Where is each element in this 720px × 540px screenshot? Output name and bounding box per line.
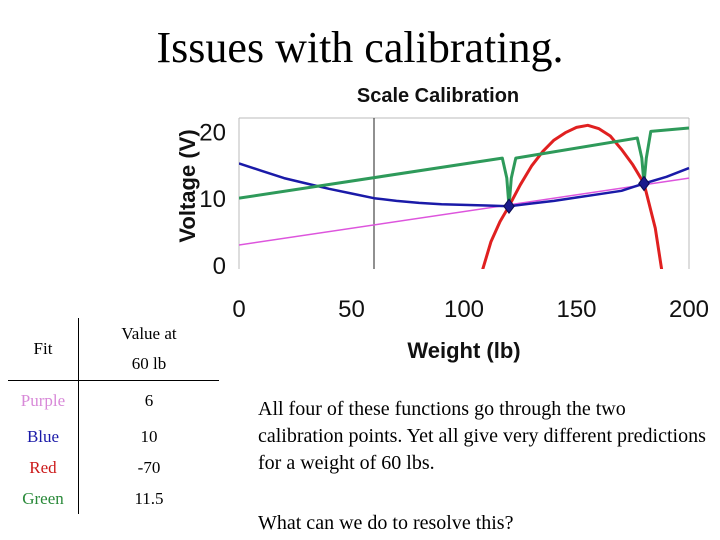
fit-value: -70 — [137, 457, 161, 477]
fit-name: Green — [8, 483, 79, 514]
series-blue-line — [239, 162, 690, 208]
scale-calibration-chart: Scale Calibration 0 10 20 0 50 100 150 200 Vol… — [175, 85, 709, 363]
x-tick-label: 150 — [556, 296, 596, 323]
header-value-line2: 60 lb — [131, 354, 167, 373]
header-fit: Fit — [8, 318, 79, 381]
table-row: Green 11.5 — [8, 483, 219, 514]
y-axis-label: Voltage (V) — [175, 129, 200, 242]
x-tick-label: 200 — [669, 296, 709, 323]
table-header-row: Fit Value at 60 lb — [8, 318, 219, 381]
header-value: Value at 60 lb — [78, 318, 219, 381]
fit-name: Blue — [8, 421, 79, 452]
table-row: Purple 6 — [8, 380, 219, 421]
fit-name: Purple — [8, 380, 79, 421]
x-axis-label: Weight (lb) — [407, 338, 520, 363]
x-tick-label: 50 — [338, 296, 365, 323]
fit-value: 10 — [140, 426, 158, 446]
calibration-point — [638, 175, 650, 192]
series-purple-line — [239, 177, 690, 246]
question-text: What can we do to resolve this? — [258, 512, 514, 534]
fit-value: 11.5 — [134, 488, 164, 508]
table-row: Blue 10 — [8, 421, 219, 452]
chart-title: Scale Calibration — [357, 85, 519, 107]
x-tick-label: 100 — [444, 296, 484, 323]
y-tick-label: 0 — [213, 253, 226, 280]
explanation-text: All four of these functions go through t… — [258, 398, 706, 474]
y-tick-label: 10 — [199, 186, 226, 213]
header-value-line1: Value at — [121, 324, 177, 343]
calibration-point — [503, 198, 515, 215]
series-green-line — [239, 126, 690, 208]
fit-value: 6 — [144, 391, 154, 410]
table-row: Red -70 — [8, 452, 219, 483]
y-tick-label: 20 — [199, 119, 226, 146]
fit-name: Red — [8, 452, 79, 483]
page-title: Issues with calibrating. — [156, 23, 564, 72]
x-tick-label: 0 — [232, 296, 245, 323]
fit-table: Fit Value at 60 lb Purple 6 Blue 10 Red … — [8, 318, 219, 514]
